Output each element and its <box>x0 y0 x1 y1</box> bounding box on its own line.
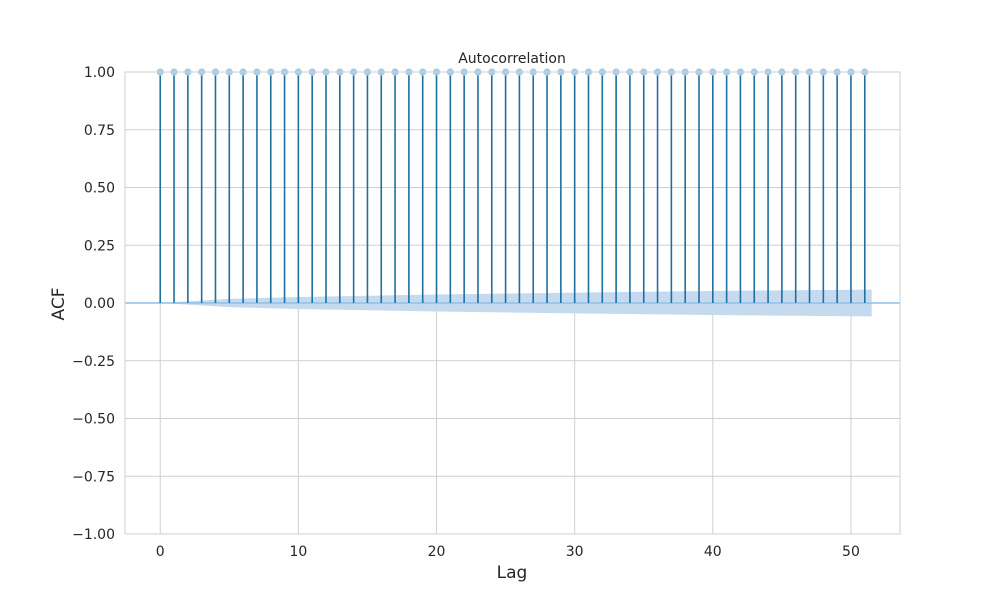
x-axis-title: Lag <box>497 563 528 583</box>
y-tick-label: −0.75 <box>72 469 115 485</box>
x-tick-label: 30 <box>566 544 584 560</box>
x-tick-label: 20 <box>428 544 446 560</box>
y-tick-labels: −1.00 −0.75 −0.50 −0.25 0.00 0.25 0.50 0.75 1.00 <box>72 65 115 543</box>
x-tick-labels: 0 10 20 30 40 50 <box>156 544 860 560</box>
x-tick-label: 50 <box>842 544 860 560</box>
x-tick-label: 10 <box>289 544 307 560</box>
y-tick-label: 0.50 <box>84 181 115 197</box>
y-tick-label: −0.50 <box>72 412 115 428</box>
y-tick-label: 0.25 <box>84 238 115 254</box>
chart-title: Autocorrelation <box>458 51 566 67</box>
y-tick-label: −1.00 <box>72 527 115 543</box>
plot-area-border <box>124 71 901 535</box>
y-tick-label: −0.25 <box>72 354 115 370</box>
x-tick-label: 40 <box>704 544 722 560</box>
x-tick-label: 0 <box>156 544 165 560</box>
y-tick-label: 1.00 <box>84 65 115 81</box>
y-tick-label: 0.75 <box>84 123 115 139</box>
y-axis-title: ACF <box>49 288 69 321</box>
plot-frame <box>124 71 901 535</box>
y-tick-label: 0.00 <box>84 296 115 312</box>
